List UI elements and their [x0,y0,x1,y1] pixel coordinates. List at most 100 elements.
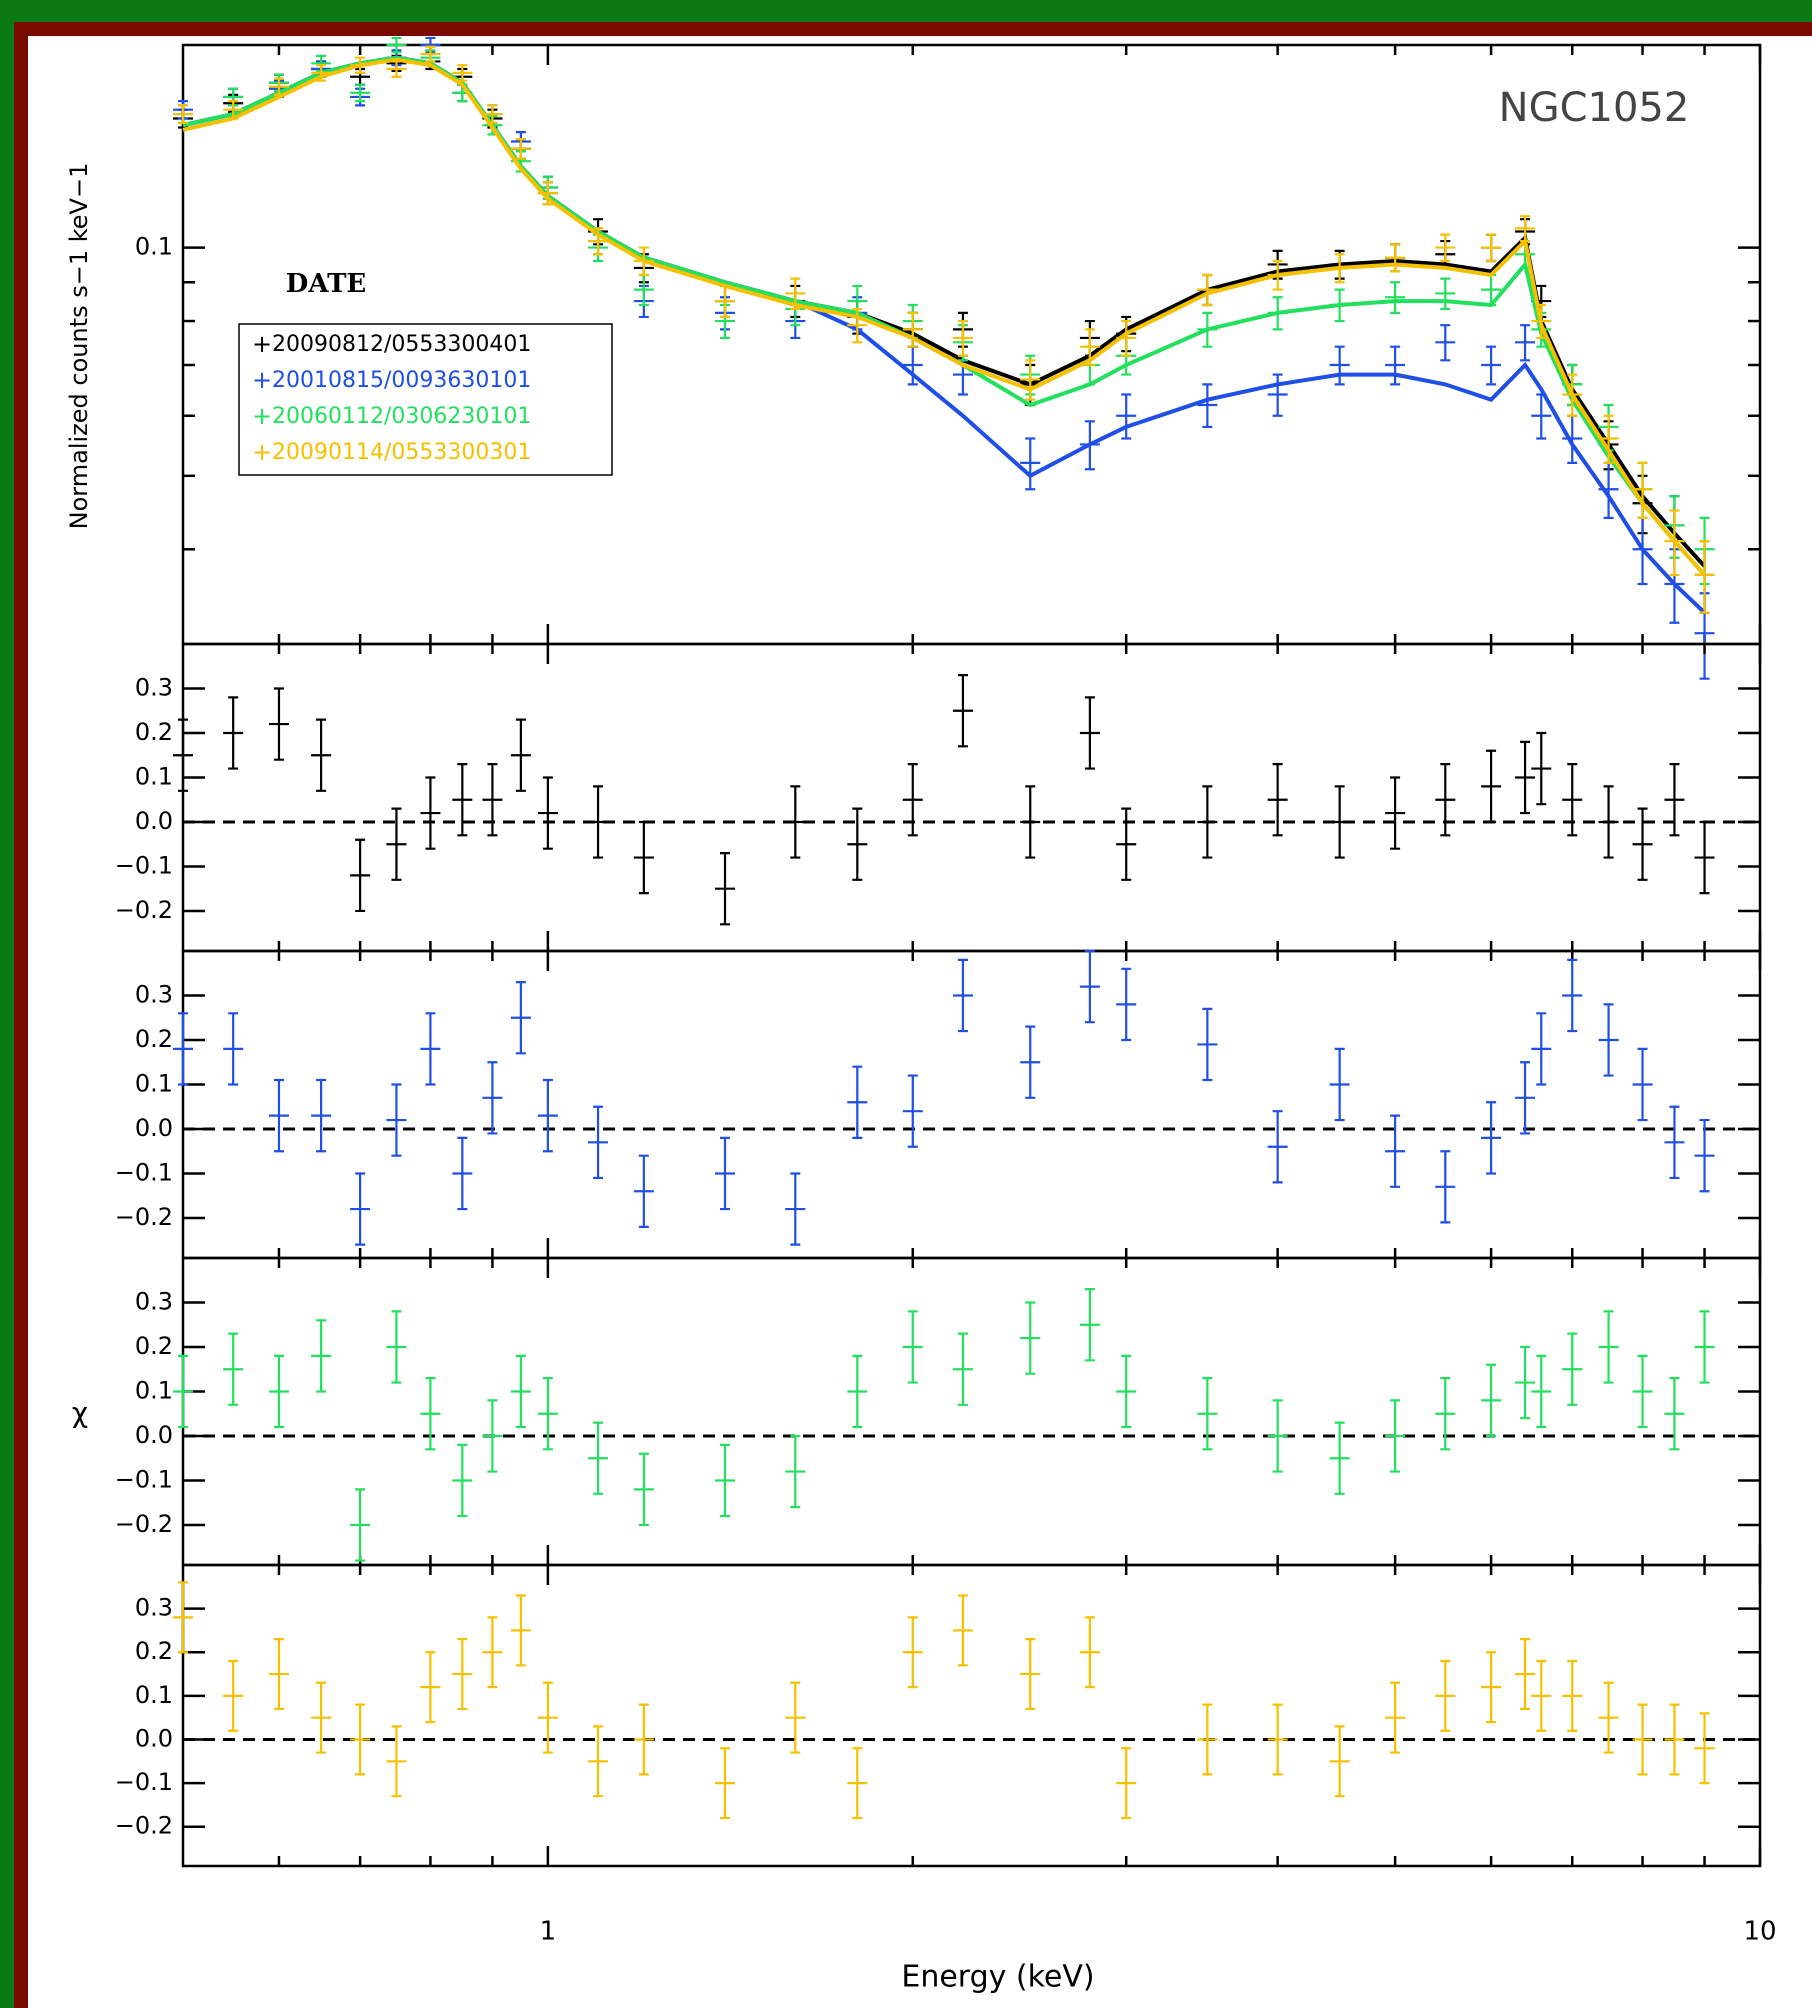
error-bar [1515,1638,1536,1711]
y-axis-label: χ [72,1396,88,1429]
error-bar [1116,393,1137,440]
error-bar [633,820,654,895]
error-bar [785,1681,806,1754]
error-bar [1267,1703,1288,1776]
error-bar [420,776,441,850]
error-bar [1531,1012,1552,1086]
y-tick-label: 0.1 [135,1069,173,1097]
error-bar [1197,1007,1218,1082]
error-bar [1020,1638,1041,1711]
y-tick-label: −0.2 [115,896,173,924]
error-bar [1385,1114,1406,1188]
error-bar [902,1616,923,1689]
error-bar [510,718,531,792]
legend-label: 20090114/0553300301 [272,440,531,465]
error-bar [633,1703,654,1776]
error-bar [482,1061,503,1135]
error-bar [1562,373,1583,417]
error-bar [588,1105,609,1180]
error-bar [633,1154,654,1228]
error-bar [1435,1659,1456,1732]
error-bar [1116,967,1137,1042]
error-bar [1481,1651,1502,1724]
error-bar [223,1332,244,1406]
legend-marker: + [252,438,272,466]
y-tick-label: 0.3 [135,1594,173,1622]
error-bar [1197,1377,1218,1451]
error-bar [785,785,806,859]
y-tick-label: 0.0 [135,1421,173,1449]
error-bar [311,64,332,82]
error-bar [1385,1681,1406,1754]
error-bar [1562,414,1583,464]
error-bar [1515,1345,1536,1420]
error-bar [223,696,244,770]
error-bar [715,303,736,340]
error-bar [1267,1110,1288,1184]
error-bar [1267,373,1288,417]
panel-frame [181,949,1762,1260]
error-bar [1435,1150,1456,1224]
error-bar [1267,763,1288,837]
legend-label: 20090812/0553300401 [272,332,531,357]
y-tick-label: −0.2 [115,1510,173,1538]
error-bar [1329,288,1350,323]
error-bar [1385,776,1406,850]
error-bar [1562,1332,1583,1406]
error-bar [785,277,806,311]
error-bar [452,83,473,103]
error-bar [537,1681,558,1754]
error-bar [1515,740,1536,815]
error-bar [173,1354,193,1429]
error-bar [847,807,868,881]
error-bar [902,311,923,348]
error-bar [1385,243,1406,273]
y-tick-label: 0.1 [135,1681,173,1709]
error-bar [1329,1421,1350,1495]
error-bar [1515,239,1536,270]
error-bar [952,958,973,1033]
error-bar [350,1703,371,1776]
error-bar [952,319,973,357]
error-bar [633,273,654,307]
error-bar [386,807,407,881]
error-bar [1435,233,1456,263]
error-bar [1632,1047,1653,1122]
error-bar [1079,949,1100,1024]
y-tick-label: 0.1 [135,233,173,261]
legend-label: 20060112/0306230101 [272,404,531,429]
error-bar [1267,259,1288,291]
error-bar [1632,1354,1653,1429]
error-bar [1531,284,1552,319]
legend-box [238,323,613,476]
error-bar [1385,1399,1406,1473]
error-bar [510,1354,531,1429]
error-bar [223,87,244,107]
error-bar [350,56,371,74]
error-bar [268,1354,289,1429]
error-bar [902,1074,923,1148]
error-bar [902,763,923,837]
error-bar [482,763,503,837]
error-bar [1116,807,1137,881]
y-tick-label: 0.2 [135,1332,173,1360]
error-bar [1267,296,1288,331]
error-bar [1562,1659,1583,1732]
error-bar [268,1078,289,1153]
y-tick-label: 0.1 [135,1376,173,1404]
error-bar [452,1638,473,1711]
error-bar [386,36,407,54]
y-tick-label: −0.2 [115,1203,173,1231]
error-bar [537,180,558,206]
error-bar [952,1594,973,1667]
error-bar [785,1434,806,1509]
error-bar [1197,1703,1218,1776]
error-bar [1598,1681,1619,1754]
error-bar [420,1651,441,1724]
error-bar [952,354,973,396]
error-bar [1079,1288,1100,1362]
y-tick-label: −0.1 [115,1158,173,1186]
legend-marker: + [252,366,272,394]
